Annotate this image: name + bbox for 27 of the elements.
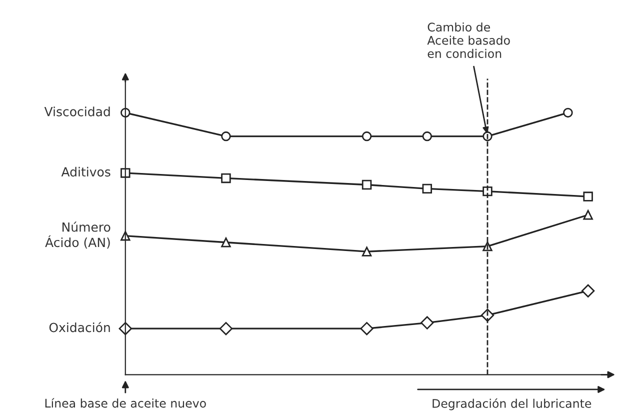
point: [420, 316, 434, 330]
point: [482, 241, 492, 252]
point: [480, 308, 494, 322]
point: [221, 173, 231, 184]
point: [583, 210, 593, 220]
series-label: Aditivos: [61, 166, 110, 177]
point: [583, 192, 593, 202]
point: [362, 246, 372, 256]
series-label: Viscocidad: [44, 106, 110, 116]
point: [221, 131, 231, 142]
text: Cambio de Aceite basado en condicion: [427, 22, 510, 58]
point: [360, 322, 374, 336]
point: [482, 131, 492, 142]
point: [581, 284, 595, 298]
text: Línea base de aceite nuevo: [45, 398, 206, 408]
point: [362, 131, 372, 142]
point: [221, 238, 231, 248]
point: [219, 322, 233, 336]
series-label: Número Ácido (AN): [45, 222, 110, 249]
text: Degradación del lubricante: [432, 398, 592, 410]
point: [563, 108, 573, 118]
point: [422, 184, 432, 194]
point: [482, 186, 492, 196]
series-label: Oxidación: [49, 322, 110, 332]
point: [362, 180, 372, 190]
point: [422, 131, 432, 142]
point: [120, 168, 130, 178]
